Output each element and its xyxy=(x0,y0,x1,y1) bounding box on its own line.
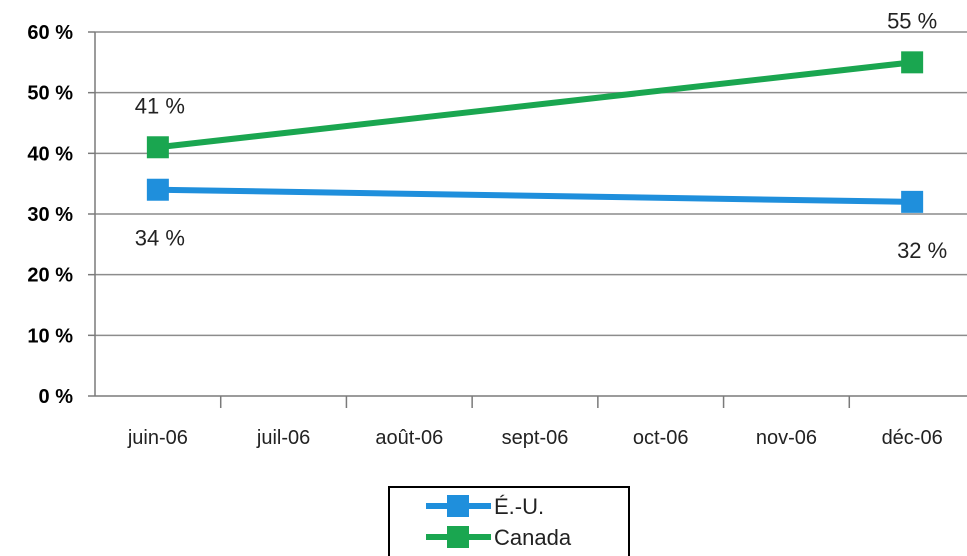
legend-marker xyxy=(447,495,469,517)
data-point xyxy=(901,190,924,213)
legend-label: Canada xyxy=(494,525,572,550)
y-axis-ticks: 0 % 10 % 20 % 30 % 40 % 50 % 60 % xyxy=(27,22,95,408)
y-tick-label: 60 % xyxy=(27,22,73,44)
data-point xyxy=(146,178,169,201)
x-tick-label: sept-06 xyxy=(502,427,569,449)
gridlines xyxy=(95,31,967,337)
series-line xyxy=(157,186,913,205)
data-point xyxy=(901,51,924,74)
y-tick-label: 20 % xyxy=(27,265,73,287)
data-label: 32 % xyxy=(897,238,947,263)
x-tick-label: oct-06 xyxy=(633,427,689,449)
legend-box xyxy=(388,486,630,556)
y-tick-label: 10 % xyxy=(27,325,73,347)
x-tick-label: août-06 xyxy=(375,427,443,449)
y-tick-label: 50 % xyxy=(27,83,73,105)
legend-label: É.-U. xyxy=(494,494,544,519)
x-tick-label: juin-06 xyxy=(127,427,188,449)
legend-marker xyxy=(447,526,469,548)
x-tick-label: déc-06 xyxy=(882,427,943,449)
y-tick-label: 0 % xyxy=(39,386,74,408)
x-axis-ticks: juin-06 juil-06 août-06 sept-06 oct-06 nov-06… xyxy=(127,396,943,449)
y-tick-label: 40 % xyxy=(27,143,73,165)
y-tick-label: 30 % xyxy=(27,204,73,226)
x-tick-label: juil-06 xyxy=(256,427,310,449)
legend: É.-U. Canada xyxy=(388,486,630,556)
data-label: 34 % xyxy=(135,226,185,251)
data-label: 55 % xyxy=(887,8,937,33)
series-line xyxy=(157,59,913,151)
data-label: 41 % xyxy=(135,93,185,118)
data-point xyxy=(146,136,169,159)
series-group: 34 % 32 % 41 % 55 % xyxy=(135,8,947,263)
x-tick-label: nov-06 xyxy=(756,427,817,449)
